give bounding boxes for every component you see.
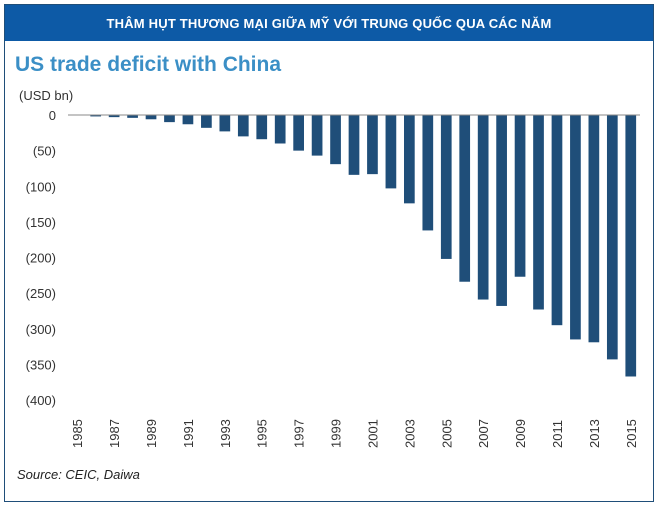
x-tick-label: 1995	[255, 419, 270, 448]
x-tick-label: 1989	[144, 419, 159, 448]
bar-2013	[588, 115, 600, 343]
x-tick-label: 2005	[439, 419, 454, 448]
x-tick-label: 2015	[624, 419, 639, 448]
chart-title: US trade deficit with China	[15, 53, 282, 76]
y-tick-label: (100)	[26, 179, 56, 194]
y-tick-label: (350)	[26, 357, 56, 372]
bar-1998	[311, 115, 323, 156]
bar-2001	[367, 115, 378, 175]
source-note: Source: CEIC, Daiwa	[17, 467, 140, 482]
x-tick-label: 2013	[587, 419, 602, 448]
y-tick-label: (150)	[26, 215, 56, 230]
y-tick-label: (250)	[26, 286, 56, 301]
bar-1987	[108, 115, 120, 118]
y-axis: 0 (50) (100) (150) (200) (250) (300) (350) (400)	[26, 108, 56, 408]
y-tick-label: 0	[49, 108, 56, 123]
bar-2011	[551, 115, 563, 326]
x-tick-label: 1987	[107, 419, 122, 448]
bar-1989	[145, 115, 157, 120]
x-tick-label: 1999	[329, 419, 344, 448]
bar-1999	[330, 115, 341, 165]
bar-2010	[533, 115, 544, 310]
bar-2006	[459, 115, 471, 282]
bar-1991	[182, 115, 194, 125]
bar-2015	[625, 115, 637, 377]
y-axis-unit-label: (USD bn)	[19, 88, 74, 103]
bar-2000	[348, 115, 360, 175]
bar-2009	[514, 115, 526, 277]
bar-2002	[385, 115, 397, 189]
x-tick-label: 2011	[550, 420, 565, 448]
bar-1986	[90, 115, 102, 117]
bar-1994	[237, 115, 249, 137]
y-tick-label: (400)	[26, 393, 56, 408]
bar-2014	[606, 115, 618, 360]
x-tick-label: 2009	[513, 419, 528, 448]
banner-title: THÂM HỤT THƯƠNG MẠI GIỮA MỸ VỚI TRUNG QU…	[5, 5, 653, 41]
y-tick-label: (200)	[26, 251, 56, 266]
x-tick-label: 2007	[476, 419, 491, 448]
bar-2005	[440, 115, 452, 259]
bar-1992	[201, 115, 212, 128]
y-tick-label: (300)	[26, 322, 56, 337]
bar-2007	[477, 115, 489, 300]
bars	[90, 115, 637, 377]
bar-1996	[274, 115, 286, 144]
x-tick-label: 2003	[402, 419, 417, 448]
x-tick-label: 1997	[292, 419, 307, 448]
chart-frame: THÂM HỤT THƯƠNG MẠI GIỮA MỸ VỚI TRUNG QU…	[4, 4, 654, 502]
x-tick-label: 1993	[218, 419, 233, 448]
bar-1990	[164, 115, 175, 123]
bar-1997	[293, 115, 304, 151]
bar-2008	[496, 115, 507, 306]
bar-1995	[256, 115, 268, 140]
bar-2003	[404, 115, 415, 204]
bar-2012	[570, 115, 581, 340]
x-tick-label: 2001	[365, 419, 380, 448]
x-tick-label: 1991	[181, 419, 196, 448]
bar-1993	[219, 115, 231, 132]
bar-1988	[127, 115, 138, 118]
x-tick-label: 1985	[70, 419, 85, 448]
bar-2004	[422, 115, 434, 231]
y-tick-label: (50)	[33, 144, 56, 159]
x-axis: 1985 1987 1989 1991 1993 1995 1997 1999 2001 2003…	[70, 419, 639, 448]
